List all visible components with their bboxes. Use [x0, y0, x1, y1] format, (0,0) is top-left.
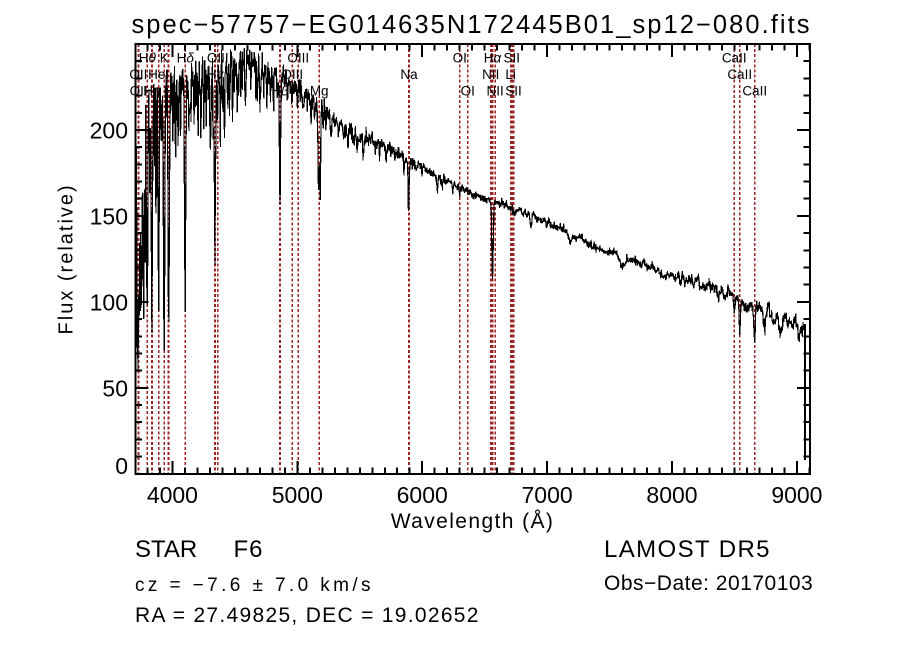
svg-text:cz = −7.6 ± 7.0 km/s: cz = −7.6 ± 7.0 km/s [135, 575, 374, 596]
svg-text:SII: SII [505, 84, 522, 99]
svg-text:4000: 4000 [147, 482, 198, 508]
svg-text:200: 200 [90, 118, 128, 144]
svg-text:F6: F6 [234, 536, 264, 563]
svg-text:6000: 6000 [397, 482, 448, 508]
svg-text:OI: OI [461, 84, 475, 99]
svg-text:HeI: HeI [148, 67, 169, 82]
svg-text:OI: OI [453, 51, 467, 66]
svg-text:Mg: Mg [310, 84, 329, 99]
svg-text:CaII: CaII [742, 84, 767, 99]
svg-text:STAR: STAR [135, 536, 197, 563]
svg-text:OIII: OIII [287, 51, 309, 66]
svg-text:Hδ: Hδ [177, 51, 195, 66]
svg-text:CaII: CaII [722, 51, 747, 66]
svg-text:Li: Li [505, 67, 516, 82]
svg-text:Flux (relative): Flux (relative) [56, 183, 78, 334]
svg-text:50: 50 [102, 375, 128, 401]
svg-text:CaII: CaII [727, 67, 752, 82]
svg-text:Na: Na [400, 67, 418, 82]
svg-text:NII: NII [482, 67, 499, 82]
svg-text:5000: 5000 [272, 482, 323, 508]
svg-text:LAMOST DR5: LAMOST DR5 [604, 536, 771, 563]
svg-text:Hβ: Hβ [271, 84, 289, 99]
svg-text:Hη: Hη [143, 84, 160, 99]
svg-text:K: K [160, 51, 169, 66]
svg-text:OIII: OIII [281, 67, 303, 82]
svg-text:Hγ: Hγ [207, 67, 225, 82]
svg-text:7000: 7000 [522, 482, 573, 508]
svg-text:Obs−Date: 20170103: Obs−Date: 20170103 [604, 572, 813, 595]
svg-text:9000: 9000 [771, 482, 822, 508]
svg-text:Wavelength (Å): Wavelength (Å) [391, 510, 555, 533]
svg-text:OII: OII [129, 67, 147, 82]
svg-text:OIII: OIII [207, 51, 229, 66]
svg-text:8000: 8000 [646, 482, 697, 508]
svg-text:Hα: Hα [484, 51, 503, 66]
svg-text:RA = 27.49825, DEC = 19.0265: RA = 27.49825, DEC = 19.02652 [135, 604, 480, 627]
svg-text:150: 150 [90, 203, 128, 229]
svg-text:SII: SII [503, 51, 520, 66]
svg-text:OII: OII [130, 84, 148, 99]
svg-text:0: 0 [115, 453, 128, 479]
svg-text:100: 100 [90, 289, 128, 315]
svg-text:Hθ: Hθ [139, 51, 157, 66]
svg-text:spec−57757−EG014635N172445B01_: spec−57757−EG014635N172445B01_sp12−080.f… [131, 11, 811, 39]
svg-text:H: H [164, 84, 174, 99]
svg-text:NII: NII [486, 84, 503, 99]
